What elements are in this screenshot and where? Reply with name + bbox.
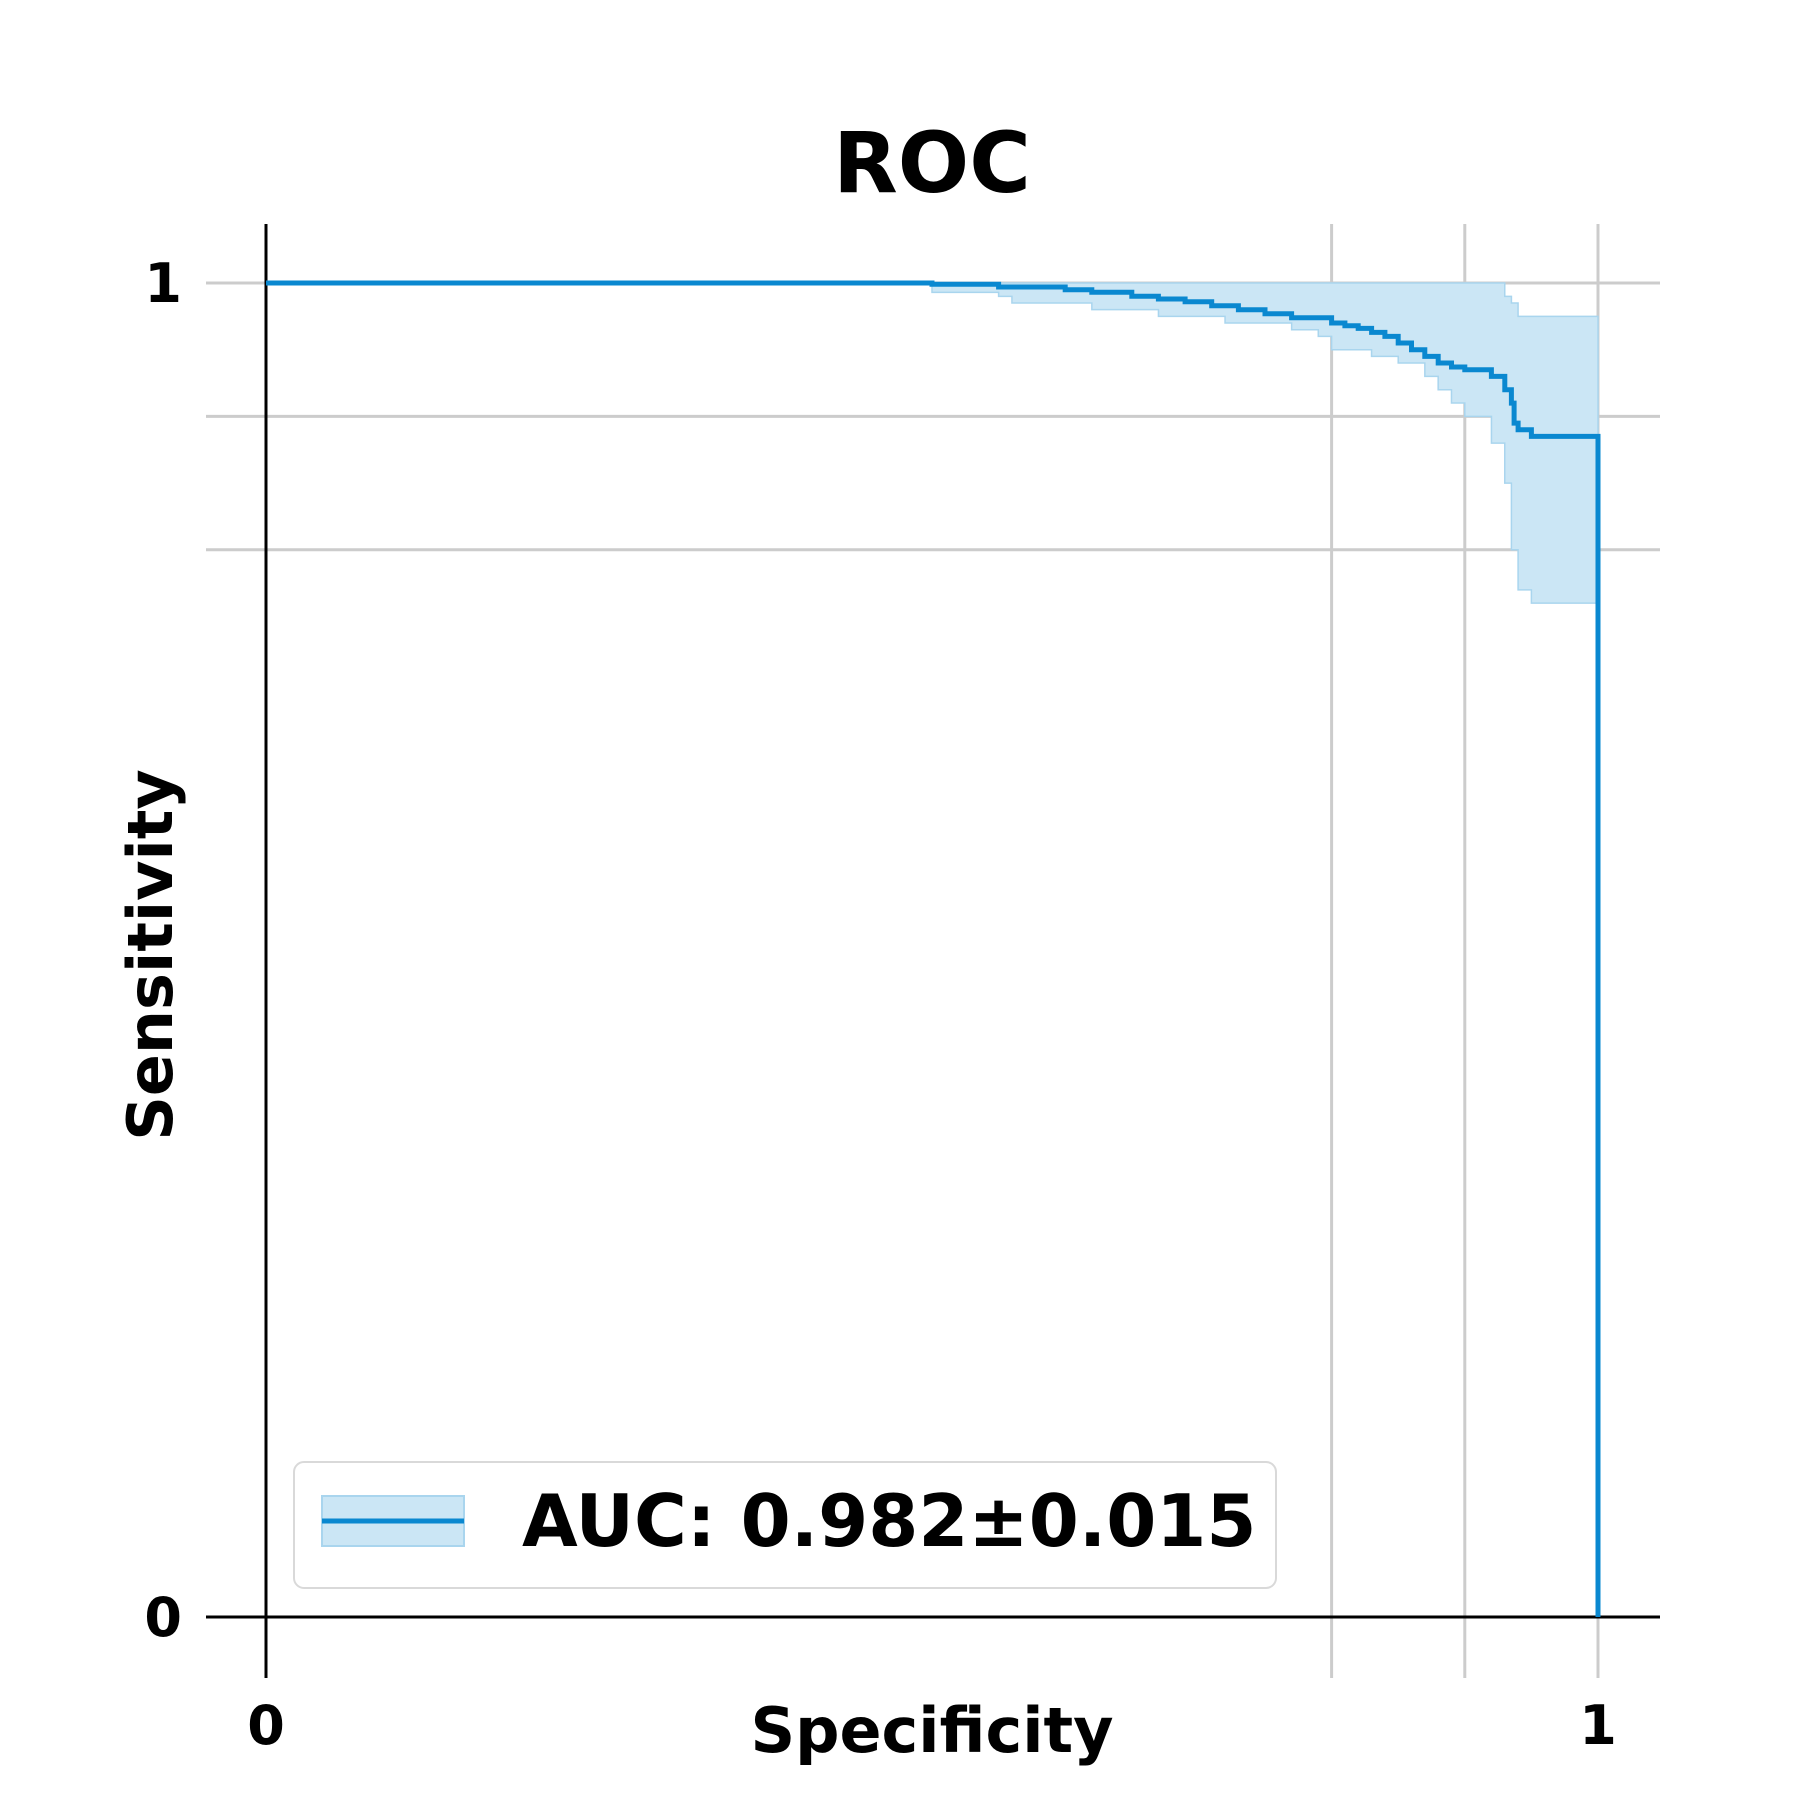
axes bbox=[206, 224, 1660, 1678]
confidence-band bbox=[931, 282, 1599, 604]
x-axis-label: Specificity bbox=[750, 1694, 1113, 1767]
legend-entry-label: AUC: 0.982±0.015 bbox=[522, 1479, 1256, 1563]
confidence-band-layer bbox=[931, 282, 1599, 604]
y-tick-label-0: 0 bbox=[144, 1586, 182, 1649]
y-axis-label: Sensitivity bbox=[114, 769, 187, 1141]
series-layer bbox=[266, 280, 1601, 1617]
x-tick-label-1: 1 bbox=[1579, 1694, 1617, 1757]
chart-title: ROC bbox=[833, 114, 1031, 212]
legend-box bbox=[293, 1461, 1277, 1589]
roc-curve-0 bbox=[266, 280, 1601, 1617]
tick-labels: 0 1 0 1 bbox=[144, 252, 1616, 1757]
legend: AUC: 0.982±0.015 bbox=[293, 1461, 1277, 1589]
y-tick-label-1: 1 bbox=[144, 252, 182, 315]
x-tick-label-0: 0 bbox=[247, 1694, 285, 1757]
